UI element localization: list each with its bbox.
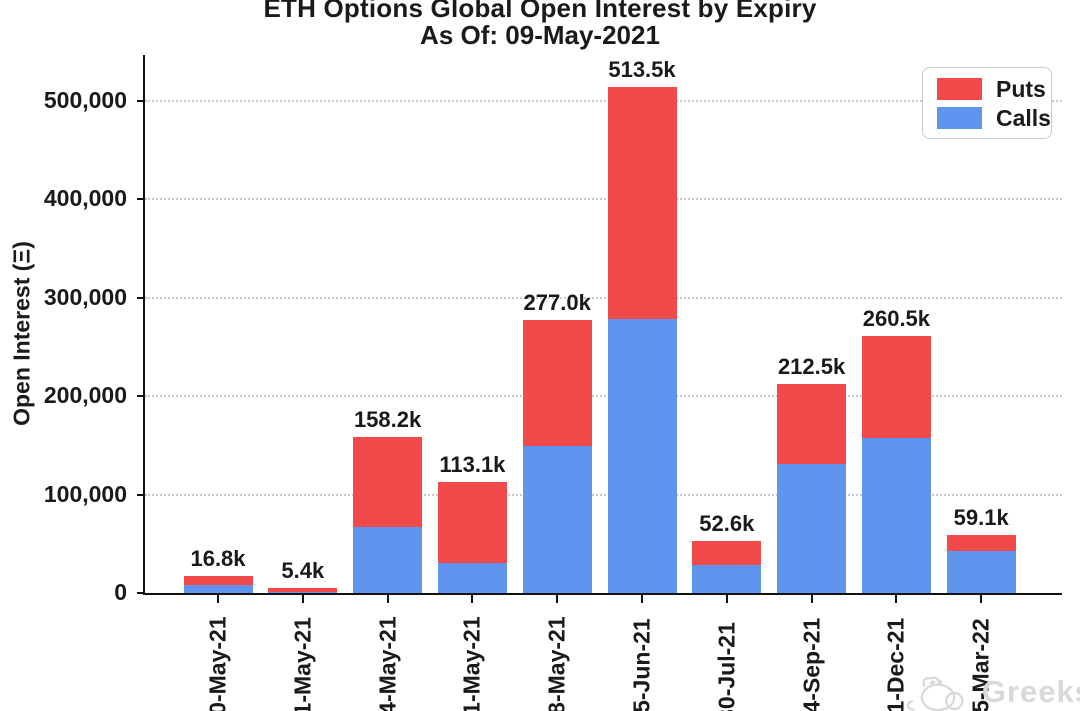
bar-segment-puts <box>353 437 423 527</box>
gridline-200,000 <box>145 395 1062 397</box>
legend-label-puts: Puts <box>996 76 1046 102</box>
bar-segment-puts <box>437 481 507 564</box>
y-tick-label: 500,000 <box>43 86 127 113</box>
y-axis-spine <box>143 55 145 595</box>
puts-color-swatch <box>937 78 982 100</box>
bar-segment-calls <box>607 319 677 593</box>
bar-segment-puts <box>777 383 847 465</box>
x-tick-mark <box>810 594 813 603</box>
bar-total-label: 513.5k <box>608 57 676 83</box>
y-tick-mark <box>137 198 145 200</box>
x-tick-label-text: 28-May-21 <box>543 616 570 711</box>
y-tick-label: 200,000 <box>43 382 127 408</box>
bar-segment-calls <box>861 438 931 593</box>
bar-total-label: 260.5k <box>862 306 931 332</box>
chart-subtitle: As Of: 09-May-2021 <box>420 20 660 50</box>
watermark: Greeks <box>893 662 1080 711</box>
y-tick-mark <box>137 296 145 299</box>
x-tick-mark <box>895 594 898 603</box>
legend: Puts Calls <box>922 67 1052 139</box>
bar-segment-puts <box>522 320 592 446</box>
bar-segment-calls <box>692 565 762 593</box>
bar-segment-puts <box>607 87 677 320</box>
bar-total-label: 158.2k <box>353 407 422 433</box>
y-axis-label: Open Interest (Ξ) <box>8 241 35 426</box>
y-tick-label: 100,000 <box>43 480 127 507</box>
bar-segment-calls <box>777 464 847 593</box>
x-tick-label-text: 24-Sep-21 <box>798 617 825 711</box>
legend-item-calls: Calls <box>937 106 1051 130</box>
gridline-300,000 <box>145 296 1062 299</box>
y-tick-label: 300,000 <box>43 283 127 310</box>
x-tick-mark <box>301 594 304 603</box>
x-tick-mark <box>980 594 983 603</box>
watermark-text: Greeks <box>981 674 1080 709</box>
y-tick-mark <box>137 99 145 102</box>
bar-total-label: 5.4k <box>281 557 325 583</box>
y-tick-mark <box>137 493 145 496</box>
bar-segment-puts <box>946 534 1016 552</box>
bar-segment-puts <box>183 576 253 585</box>
bar-segment-calls <box>437 563 507 593</box>
x-tick-mark <box>641 594 643 603</box>
x-tick-label-text: 10-May-21 <box>204 616 231 711</box>
x-tick-mark <box>471 594 474 603</box>
x-tick-mark <box>725 594 728 603</box>
bar-total-label: 16.8k <box>190 546 246 572</box>
bar-total-label: 277.0k <box>523 290 591 316</box>
x-axis-spine <box>143 593 1062 595</box>
bar-total-label: 113.1k <box>439 451 506 477</box>
gridline-100,000 <box>145 493 1062 496</box>
gridline-500,000 <box>145 99 1062 102</box>
bar-total-label: 212.5k <box>777 353 846 379</box>
bar-segment-calls <box>522 445 592 593</box>
bar-segment-calls <box>946 551 1016 593</box>
bar-total-label: 52.6k <box>699 511 755 537</box>
x-tick-label-text: 21-May-21 <box>458 616 485 711</box>
bar-total-label: 59.1k <box>953 504 1009 530</box>
bar-segment-calls <box>353 526 423 593</box>
x-tick-mark <box>556 594 559 603</box>
bar-segment-calls <box>183 584 253 593</box>
y-tick-mark <box>137 592 145 594</box>
calls-color-swatch <box>937 107 982 129</box>
legend-item-puts: Puts <box>937 77 1046 101</box>
bar-segment-calls <box>268 592 338 593</box>
x-tick-label-text: 30-Jul-21 <box>713 622 740 711</box>
y-tick-mark <box>137 395 145 397</box>
bar-segment-puts <box>861 336 931 439</box>
x-tick-mark <box>217 594 219 603</box>
bar-segment-puts <box>268 587 338 593</box>
chart-title: ETH Options Global Open Interest by Expi… <box>263 0 817 23</box>
gridline-400,000 <box>145 198 1062 200</box>
legend-label-calls: Calls <box>996 105 1051 131</box>
y-tick-label: 0 <box>114 579 127 605</box>
y-tick-label: 400,000 <box>43 185 127 211</box>
watermark-logo <box>906 676 964 711</box>
x-tick-label-text: 25-Jun-21 <box>628 618 655 711</box>
x-tick-label-text: 14-May-21 <box>374 616 401 711</box>
bar-segment-puts <box>692 541 762 566</box>
x-tick-mark <box>386 594 389 603</box>
x-tick-label-text: 11-May-21 <box>289 617 316 711</box>
